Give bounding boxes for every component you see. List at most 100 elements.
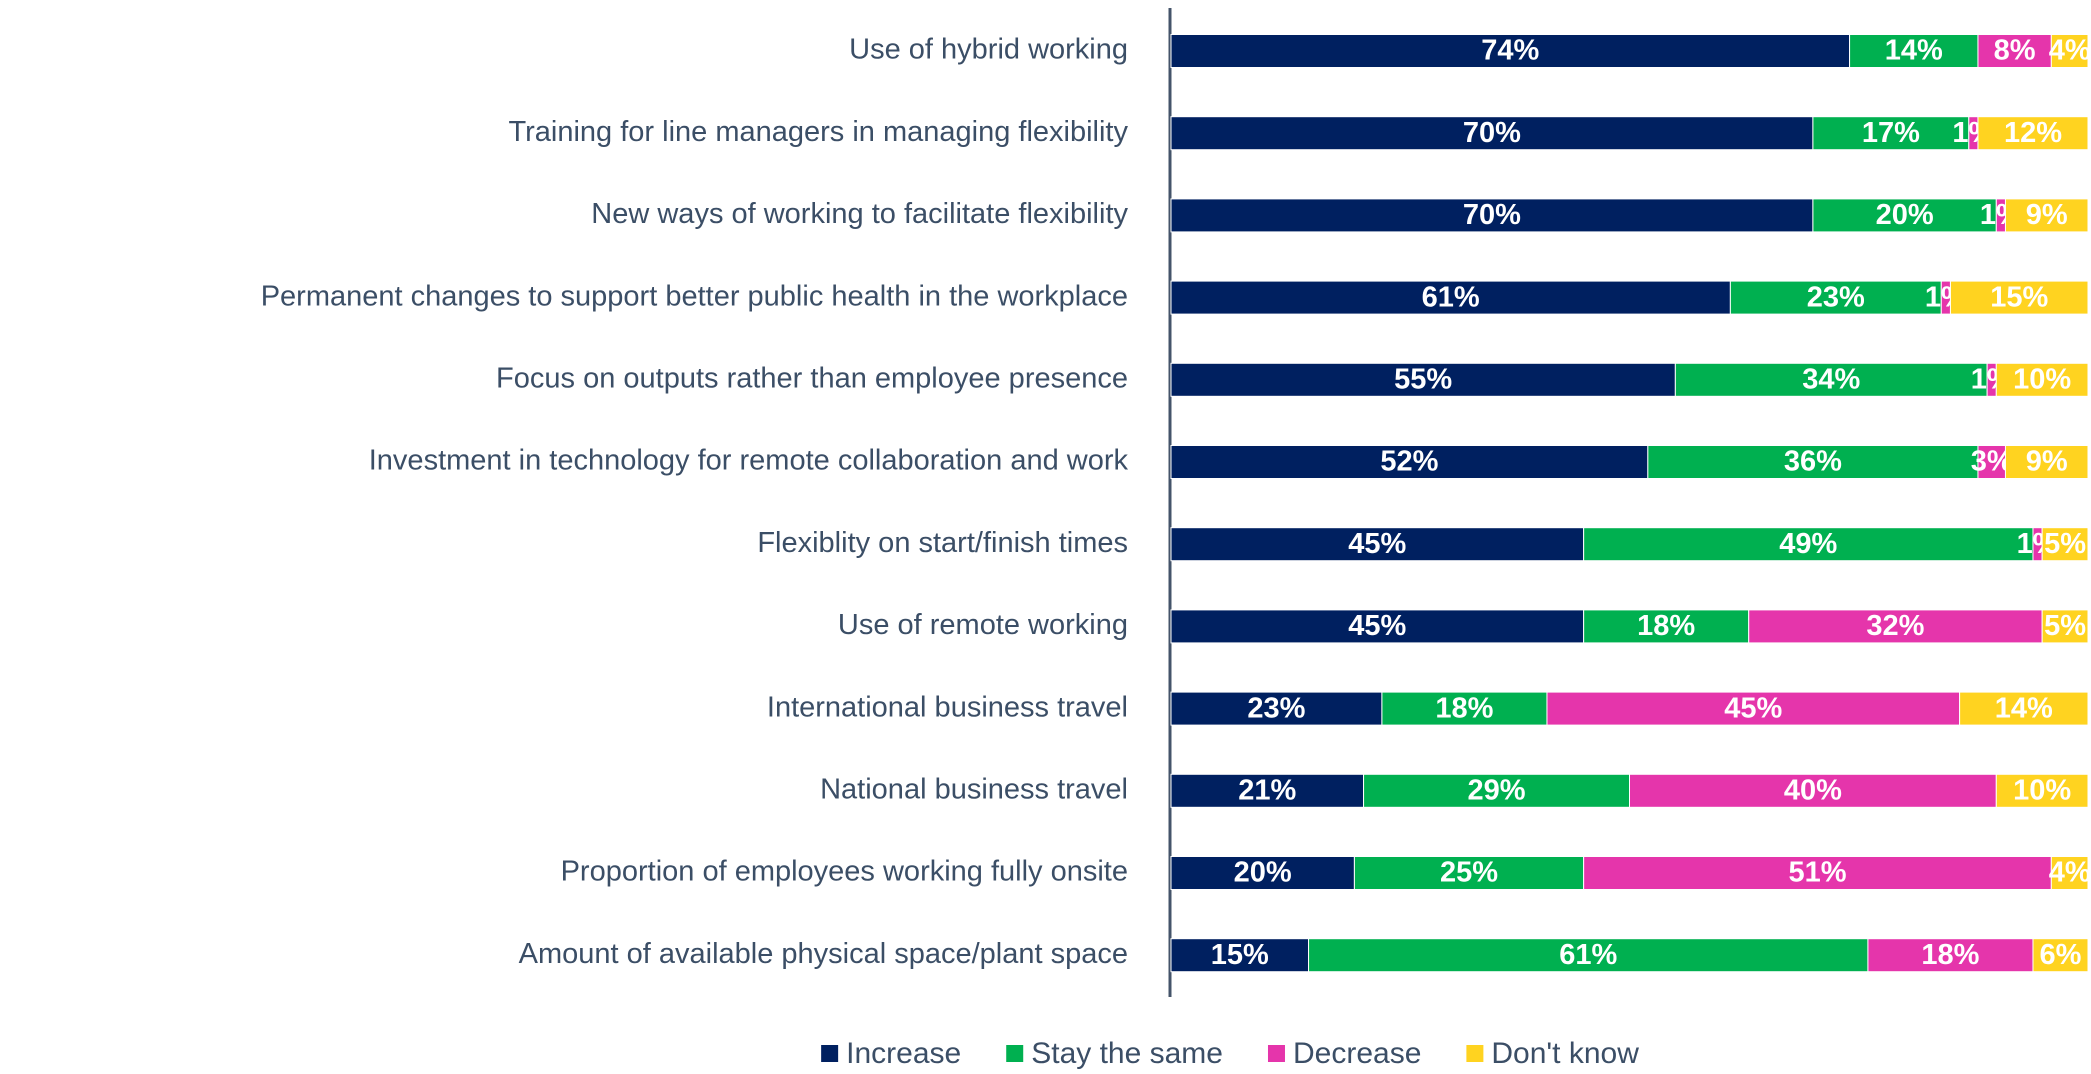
data-label: 34% <box>1802 363 1860 395</box>
data-label: 5% <box>2044 528 2086 560</box>
bar-segment <box>2041 609 2089 644</box>
bar-segment <box>2041 527 2089 562</box>
data-label: 15% <box>1211 939 1269 971</box>
data-label: 21% <box>1238 774 1296 806</box>
bar-segment <box>1170 609 1585 644</box>
bar-segment <box>1977 34 2052 68</box>
bar-segment <box>2004 198 2089 233</box>
data-label: 4% <box>2049 35 2091 67</box>
data-label: 61% <box>1422 281 1480 313</box>
bar-segment <box>1170 856 1355 890</box>
bar-segment <box>1170 938 1310 973</box>
data-label: 8% <box>1994 35 2036 67</box>
data-label: 18% <box>1637 610 1695 642</box>
bar-segment <box>1949 280 2089 315</box>
legend-label: Stay the same <box>1031 1037 1223 1070</box>
legend-label: Decrease <box>1293 1037 1421 1070</box>
data-label: 12% <box>2004 117 2062 149</box>
data-label: 14% <box>1885 35 1943 67</box>
data-label: 45% <box>1348 528 1406 560</box>
data-label: 9% <box>2026 199 2068 231</box>
bar-segment <box>1629 773 1997 808</box>
legend-label: Increase <box>846 1037 961 1070</box>
bar-segment <box>1363 773 1630 808</box>
bar-segment <box>1867 938 2034 973</box>
data-label: 23% <box>1807 281 1865 313</box>
legend-swatch <box>1466 1045 1484 1062</box>
data-label: 40% <box>1784 774 1842 806</box>
bar-segment <box>1583 527 2034 562</box>
bar-segment <box>2050 34 2089 68</box>
data-label: 10% <box>2013 363 2071 395</box>
bar-segment <box>1170 362 1676 397</box>
data-label: 9% <box>2026 446 2068 478</box>
bar-segment <box>1583 609 1750 644</box>
category-label: Amount of available physical space/plant… <box>519 938 1128 970</box>
data-label: 6% <box>2040 939 2082 971</box>
data-label: 4% <box>2049 857 2091 889</box>
bar-segment <box>2004 445 2089 479</box>
category-label: Use of hybrid working <box>849 34 1128 66</box>
data-label: 55% <box>1394 363 1452 395</box>
category-label: Training for line managers in managing f… <box>508 116 1128 148</box>
bar-segment <box>1995 362 2089 397</box>
data-label: 29% <box>1468 774 1526 806</box>
data-label: 14% <box>1995 692 2053 724</box>
category-label: New ways of working to facilitate flexib… <box>591 198 1128 230</box>
category-label: Focus on outputs rather than employee pr… <box>496 362 1128 394</box>
bar-segment <box>1674 362 1988 397</box>
data-label: 15% <box>1990 281 2048 313</box>
data-label: 61% <box>1559 939 1617 971</box>
legend-swatch <box>821 1045 839 1062</box>
bar-segment <box>1647 445 1979 479</box>
bar-segment <box>1170 527 1585 562</box>
bar-segment <box>1729 280 1942 315</box>
bar-segment <box>1170 280 1731 315</box>
category-label: Permanent changes to support better publ… <box>261 280 1128 312</box>
data-label: 70% <box>1463 199 1521 231</box>
data-label: 45% <box>1348 610 1406 642</box>
bar-segment <box>1977 445 2006 479</box>
data-label: 5% <box>2044 610 2086 642</box>
bar-segment <box>1170 198 1814 233</box>
data-label: 49% <box>1779 528 1837 560</box>
bar-segment <box>1812 116 1970 151</box>
category-label: Flexiblity on start/finish times <box>757 527 1128 559</box>
data-label: 51% <box>1788 857 1846 889</box>
data-label: 70% <box>1463 117 1521 149</box>
category-label: Proportion of employees working fully on… <box>561 856 1128 888</box>
data-label: 74% <box>1481 35 1539 67</box>
data-label: 20% <box>1234 857 1292 889</box>
bar-segment <box>1308 938 1869 973</box>
bar-segment <box>2032 938 2089 973</box>
bar-segment <box>1583 856 2052 890</box>
bar-segment <box>1353 856 1585 890</box>
bar-segment <box>1995 773 2089 808</box>
bar-segment <box>1381 691 1548 726</box>
data-label: 17% <box>1862 117 1920 149</box>
bar-segment <box>1812 198 1997 233</box>
data-label: 20% <box>1876 199 1934 231</box>
legend-swatch <box>1006 1045 1024 1062</box>
data-label: 45% <box>1724 692 1782 724</box>
data-label: 25% <box>1440 857 1498 889</box>
category-label: National business travel <box>820 773 1128 805</box>
legend-swatch <box>1267 1045 1285 1062</box>
data-label: 52% <box>1380 446 1438 478</box>
category-label: Use of remote working <box>838 609 1128 641</box>
data-label: 36% <box>1784 446 1842 478</box>
data-label: 18% <box>1435 692 1493 724</box>
category-label: Investment in technology for remote coll… <box>369 445 1129 477</box>
bar-segment <box>2050 856 2089 890</box>
data-label: 32% <box>1866 610 1924 642</box>
legend-label: Don't know <box>1491 1037 1639 1070</box>
bar-segment <box>1170 445 1649 479</box>
data-label: 10% <box>2013 774 2071 806</box>
category-label: International business travel <box>767 691 1128 723</box>
bar-segment <box>1849 34 1979 68</box>
data-label: 18% <box>1921 939 1979 971</box>
data-label: 23% <box>1247 692 1305 724</box>
bar-segment <box>1748 609 2043 644</box>
bar-segment <box>1959 691 2089 726</box>
